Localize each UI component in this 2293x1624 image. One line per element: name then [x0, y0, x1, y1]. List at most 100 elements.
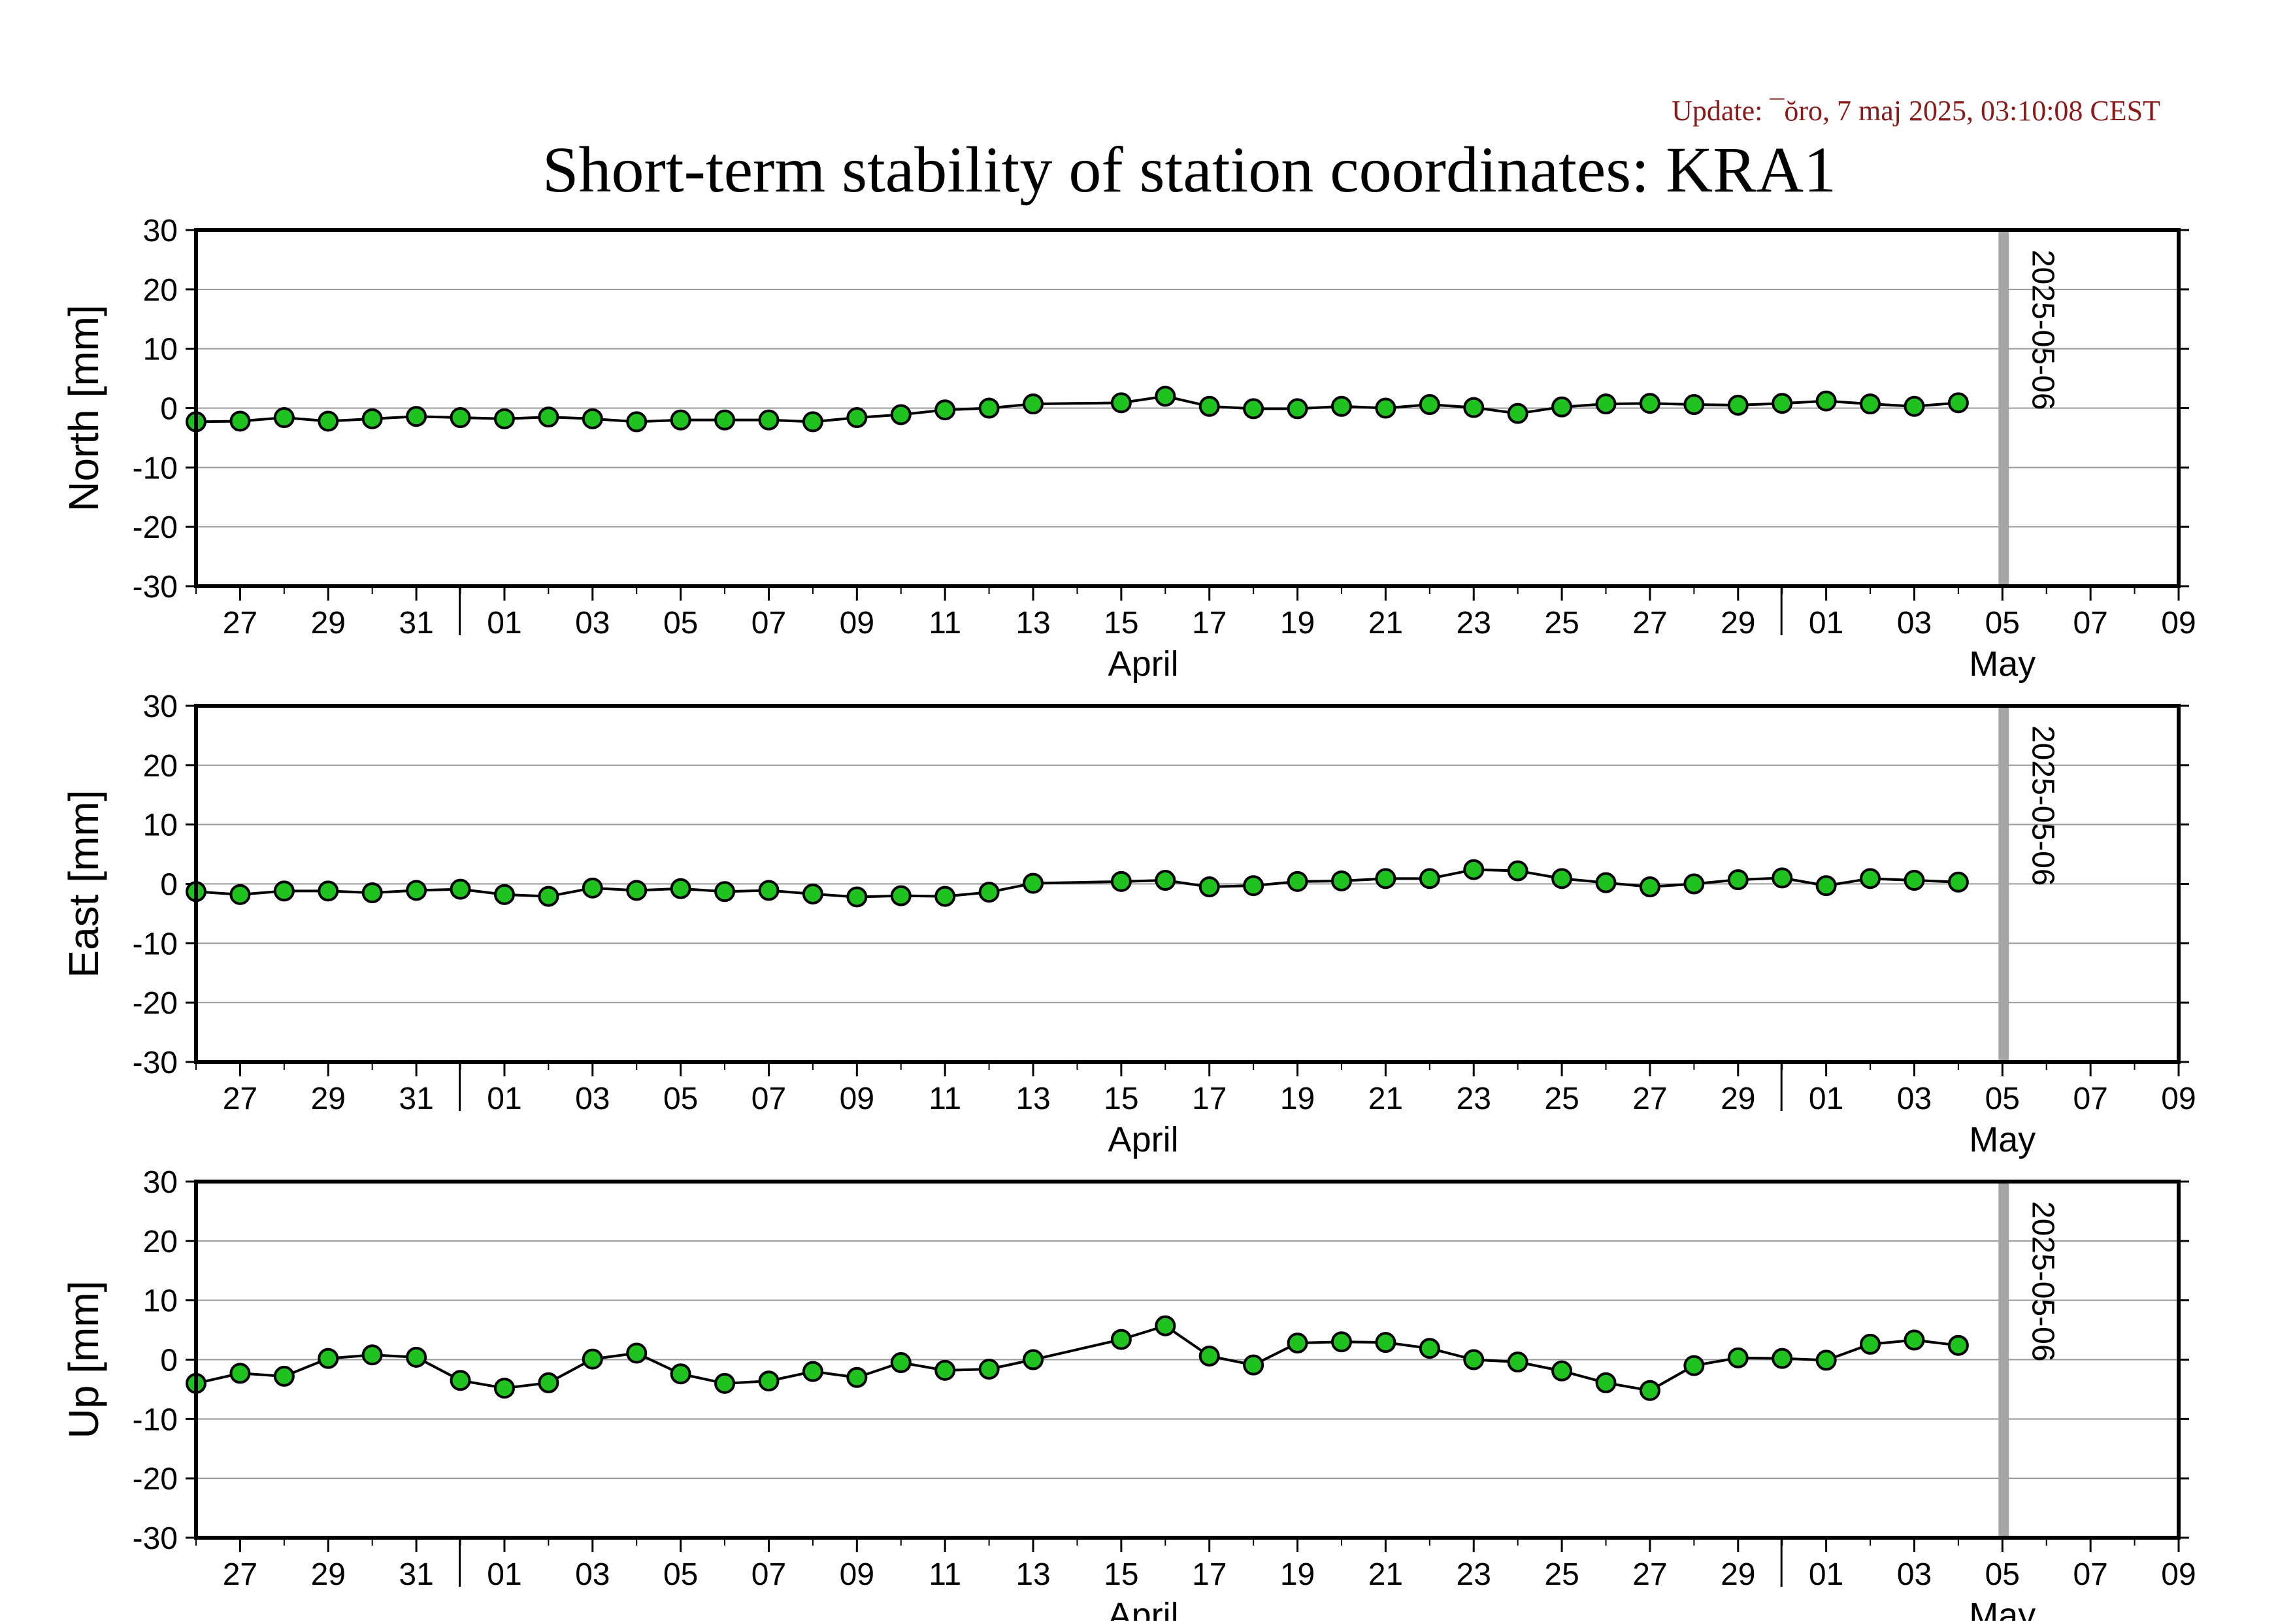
month-label: April: [1108, 1596, 1179, 1621]
data-point: [538, 1372, 559, 1393]
x-tick-label: 29: [311, 606, 346, 640]
data-point: [1947, 1334, 1969, 1356]
data-point: [1727, 394, 1749, 416]
data-point: [493, 408, 515, 429]
x-tick-label: 23: [1457, 606, 1491, 640]
data-point: [1155, 386, 1176, 407]
x-tick-label: 01: [487, 1082, 521, 1116]
data-point: [1727, 1347, 1749, 1368]
x-tick-label: 11: [929, 1082, 961, 1116]
data-point: [1110, 392, 1132, 414]
plot-frame: [194, 704, 2181, 1064]
data-point: [1375, 868, 1396, 889]
x-tick-label: 31: [399, 1557, 433, 1592]
month-label: May: [1969, 1120, 2036, 1159]
data-point: [1683, 1355, 1705, 1376]
current-day-label: 2025-05-06: [2025, 250, 2060, 410]
data-point: [714, 881, 736, 903]
data-point: [890, 404, 912, 425]
data-point: [318, 1348, 339, 1369]
x-tick-label: 21: [1368, 1082, 1403, 1116]
x-tick-label: 01: [487, 606, 521, 640]
data-point: [670, 878, 691, 899]
x-tick-label: 17: [1192, 1082, 1227, 1116]
current-day-label: 2025-05-06: [2025, 1201, 2060, 1362]
data-point: [1683, 394, 1705, 416]
y-tick-label: 30: [143, 689, 178, 724]
data-point: [846, 886, 868, 908]
x-tick-label: 29: [1721, 1082, 1755, 1116]
data-point: [1595, 1372, 1617, 1393]
current-day-label: 2025-05-06: [2025, 725, 2060, 886]
data-point: [626, 411, 648, 433]
data-point: [1330, 1331, 1352, 1353]
x-tick-label: 07: [2073, 606, 2107, 640]
x-tick-label: 09: [840, 606, 874, 640]
y-tick-label: -30: [133, 570, 178, 605]
data-point: [978, 397, 1000, 419]
data-point: [934, 1359, 956, 1381]
data-point: [318, 880, 339, 902]
data-point: [582, 877, 603, 899]
panels: 30 20 10 0 -10 -20 -30 North [mm] 27 29 31 01 03 05 07…: [60, 214, 2196, 1624]
data-point: [1551, 868, 1573, 889]
data-point: [1639, 393, 1660, 414]
data-point: [1947, 392, 1969, 414]
data-point: [1507, 860, 1528, 882]
x-tick-label: 23: [1457, 1082, 1491, 1116]
y-axis-label: East [mm]: [60, 789, 107, 978]
chart-title: Short-term stability of station coordina…: [542, 133, 1836, 206]
data-point: [1330, 395, 1352, 417]
x-tick-label: 19: [1280, 606, 1315, 640]
update-timestamp: Update: ¯ŏro, 7 maj 2025, 03:10:08 CEST: [1672, 95, 2160, 127]
x-tick-label: 07: [2073, 1557, 2107, 1592]
data-point: [361, 882, 383, 904]
x-tick-label: 03: [1897, 1082, 1932, 1116]
y-tick-label: 10: [143, 1284, 178, 1319]
data-point: [406, 880, 427, 901]
data-point: [406, 1346, 427, 1368]
x-tick-label: 17: [1192, 1557, 1227, 1592]
data-point: [1243, 398, 1264, 420]
data-point: [626, 1342, 648, 1364]
data-point: [1330, 870, 1352, 891]
x-tick-label: 19: [1280, 1557, 1315, 1592]
data-point: [1904, 395, 1925, 417]
data-point: [1772, 1348, 1793, 1369]
y-tick-label: -20: [133, 986, 178, 1021]
x-tick-label: 29: [1721, 606, 1755, 640]
data-point: [318, 410, 339, 432]
y-tick-label: 20: [143, 749, 178, 784]
x-tick-label: 03: [575, 606, 610, 640]
x-tick-label: 25: [1544, 606, 1579, 640]
x-tick-label: 05: [1985, 606, 2020, 640]
data-point: [1243, 1354, 1264, 1376]
month-label: May: [1969, 1596, 2036, 1621]
y-tick-label: 10: [143, 808, 178, 843]
data-point: [978, 1359, 1000, 1380]
x-tick-label: 17: [1192, 606, 1227, 640]
y-tick-label: 0: [160, 1344, 178, 1378]
data-point: [450, 1370, 471, 1391]
data-point: [1463, 397, 1485, 418]
x-tick-label: 03: [1897, 1557, 1932, 1592]
x-tick-label: 11: [929, 1557, 961, 1592]
data-point: [1904, 1329, 1925, 1351]
month-label: April: [1108, 644, 1179, 684]
data-point: [758, 1370, 780, 1392]
data-point: [846, 407, 868, 429]
data-point: [538, 406, 559, 428]
data-point: [1551, 396, 1573, 418]
x-tick-label: 07: [751, 606, 786, 640]
data-point: [582, 408, 603, 429]
y-tick-label: 0: [160, 392, 178, 427]
data-point: [670, 409, 691, 431]
month-label: May: [1969, 644, 2036, 684]
data-point: [714, 409, 736, 431]
data-point: [978, 882, 1000, 903]
data-point: [1772, 393, 1793, 414]
x-tick-label: 25: [1544, 1557, 1579, 1592]
y-tick-label: 20: [143, 1225, 178, 1259]
x-tick-label: 05: [663, 1557, 698, 1592]
x-tick-label: 09: [2161, 606, 2196, 640]
